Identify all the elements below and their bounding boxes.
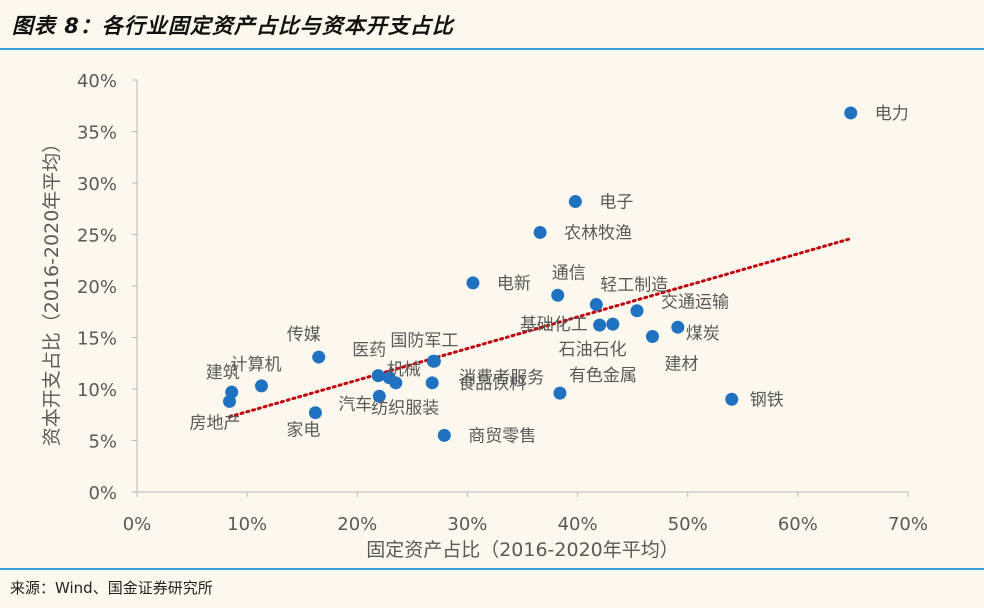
y-tick-label: 20%: [77, 277, 117, 298]
data-point: [308, 406, 322, 420]
data-point-label: 消费者服务: [459, 368, 544, 388]
x-tick-label: 0%: [123, 514, 152, 535]
data-point: [382, 371, 396, 385]
data-point-label: 食品饮料: [458, 374, 526, 394]
y-tick-label: 30%: [77, 174, 117, 195]
data-point-label: 煤炭: [686, 324, 720, 344]
data-point-label: 有色金属: [569, 366, 637, 386]
data-point-label: 家电: [286, 421, 320, 441]
x-tick-label: 60%: [778, 514, 818, 535]
y-tick-label: 40%: [77, 71, 117, 92]
title-divider: [0, 48, 984, 50]
data-point: [312, 350, 326, 364]
data-point-label: 农林牧渔: [564, 223, 632, 243]
data-point-label: 机械: [387, 360, 421, 380]
data-point: [425, 376, 439, 390]
x-tick-label: 40%: [558, 514, 598, 535]
data-point: [223, 394, 237, 408]
data-point: [437, 428, 451, 442]
data-point: [551, 288, 565, 302]
y-tick-label: 25%: [77, 226, 117, 247]
data-point: [254, 379, 268, 393]
data-point-label: 传媒: [287, 325, 321, 345]
data-point-label: 钢铁: [750, 390, 784, 410]
data-point-label: 轻工制造: [600, 276, 668, 296]
data-point: [671, 320, 685, 334]
data-point: [568, 195, 582, 209]
data-point-label: 电新: [497, 274, 531, 294]
data-point: [426, 354, 440, 368]
trendline-layer: [228, 237, 853, 419]
data-point-label: 石油石化: [559, 340, 627, 360]
data-point-label: 基础化工: [520, 315, 588, 335]
y-tick-label: 15%: [77, 329, 117, 350]
data-point: [372, 389, 386, 403]
data-point-label: 建筑: [206, 363, 240, 383]
data-point: [630, 304, 644, 318]
data-point: [533, 225, 547, 239]
data-point-label: 汽车: [338, 395, 372, 415]
data-point: [844, 106, 858, 120]
data-point-label: 电力: [875, 104, 909, 124]
data-point: [725, 392, 739, 406]
data-point-label: 电子: [599, 193, 633, 213]
data-point: [553, 386, 567, 400]
data-point: [371, 369, 385, 383]
y-tick-label: 35%: [77, 123, 117, 144]
data-point-label: 建材: [664, 354, 698, 374]
footer-divider: [0, 568, 984, 570]
data-point-label: 纺织服装: [371, 399, 439, 419]
data-point: [466, 276, 480, 290]
x-axis-title: 固定资产占比（2016-2020年平均）: [366, 539, 679, 561]
data-point-label: 计算机: [230, 355, 281, 375]
points-layer: [223, 106, 858, 442]
data-point: [645, 329, 659, 343]
data-point-label: 商贸零售: [468, 426, 536, 446]
y-tick-label: 10%: [77, 380, 117, 401]
chart-figure-title: 图表 8：各行业固定资产占比与资本开支占比: [12, 14, 454, 38]
y-axis-title: 资本开支占比（2016-2020年平均）: [41, 134, 63, 447]
data-point: [589, 298, 603, 312]
y-tick-label: 0%: [88, 483, 117, 504]
x-tick-label: 50%: [668, 514, 708, 535]
x-tick-label: 70%: [888, 514, 928, 535]
trendline: [228, 237, 853, 419]
data-point-label: 房地产: [190, 413, 241, 433]
source-note: 来源：Wind、国金证券研究所: [10, 579, 213, 597]
data-point: [593, 318, 607, 332]
data-point-label: 交通运输: [661, 293, 729, 313]
data-point-label: 医药: [352, 341, 386, 361]
data-point-label: 通信: [552, 263, 586, 283]
axes-layer: 0% 10% 20% 30% 40% 50% 60% 70% 0% 5% 10% 15% 20% 25% 3…: [77, 71, 928, 535]
data-point: [606, 317, 620, 331]
y-tick-label: 5%: [88, 432, 117, 453]
x-tick-label: 30%: [447, 514, 487, 535]
x-tick-label: 10%: [227, 514, 267, 535]
data-point-label: 国防军工: [390, 331, 458, 351]
x-tick-label: 20%: [337, 514, 377, 535]
